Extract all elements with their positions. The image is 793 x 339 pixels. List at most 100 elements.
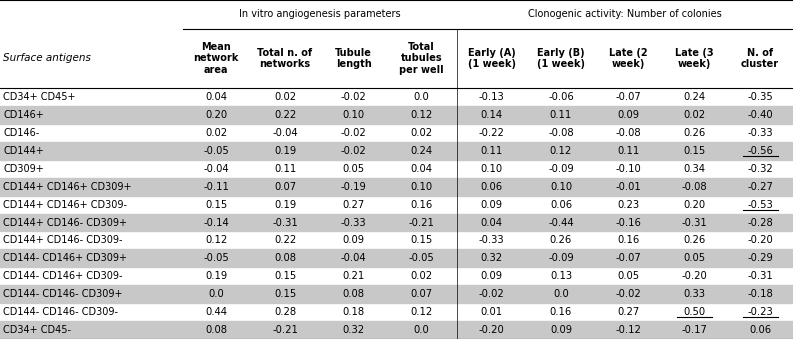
Text: Early (A)
(1 week): Early (A) (1 week)	[468, 48, 515, 69]
Text: -0.14: -0.14	[203, 218, 229, 227]
Text: -0.02: -0.02	[341, 92, 366, 102]
Text: 0.05: 0.05	[618, 271, 640, 281]
Text: 0.09: 0.09	[550, 325, 572, 335]
Text: -0.20: -0.20	[479, 325, 504, 335]
Text: 0.24: 0.24	[411, 146, 433, 156]
Bar	[0, 285, 793, 303]
Text: -0.22: -0.22	[479, 128, 504, 138]
Text: 0.06: 0.06	[749, 325, 771, 335]
Text: Early (B)
(1 week): Early (B) (1 week)	[537, 48, 585, 69]
Text: -0.20: -0.20	[681, 271, 707, 281]
Text: -0.08: -0.08	[548, 128, 574, 138]
Text: 0.15: 0.15	[274, 289, 296, 299]
Text: 0.02: 0.02	[684, 110, 706, 120]
Text: -0.13: -0.13	[479, 92, 504, 102]
Text: Total n. of
networks: Total n. of networks	[258, 48, 312, 69]
Text: -0.11: -0.11	[203, 182, 229, 192]
Text: 0.13: 0.13	[550, 271, 572, 281]
Text: 0.02: 0.02	[274, 92, 296, 102]
Text: -0.33: -0.33	[747, 128, 773, 138]
Text: -0.20: -0.20	[747, 236, 773, 245]
Text: 0.26: 0.26	[550, 236, 572, 245]
Text: 0.22: 0.22	[274, 236, 296, 245]
Text: 0.21: 0.21	[343, 271, 365, 281]
Text: -0.08: -0.08	[681, 182, 707, 192]
Bar	[0, 214, 793, 232]
Text: -0.10: -0.10	[615, 164, 642, 174]
Text: 0.32: 0.32	[343, 325, 365, 335]
Text: 0.19: 0.19	[205, 271, 227, 281]
Text: 0.15: 0.15	[684, 146, 706, 156]
Text: 0.12: 0.12	[550, 146, 572, 156]
Text: -0.05: -0.05	[203, 253, 229, 263]
Text: 0.23: 0.23	[618, 200, 640, 210]
Text: 0.05: 0.05	[684, 253, 706, 263]
Text: 0.18: 0.18	[343, 307, 365, 317]
Text: 0.06: 0.06	[550, 200, 572, 210]
Text: -0.04: -0.04	[272, 128, 298, 138]
Text: CD144- CD146- CD309+: CD144- CD146- CD309+	[3, 289, 123, 299]
Text: -0.09: -0.09	[548, 164, 574, 174]
Text: -0.04: -0.04	[203, 164, 229, 174]
Text: -0.21: -0.21	[408, 218, 435, 227]
Text: -0.07: -0.07	[615, 253, 642, 263]
Text: 0.12: 0.12	[411, 307, 433, 317]
Text: -0.33: -0.33	[341, 218, 366, 227]
Text: 0.32: 0.32	[481, 253, 503, 263]
Text: CD144+ CD146+ CD309+: CD144+ CD146+ CD309+	[3, 182, 132, 192]
Text: CD144+ CD146+ CD309-: CD144+ CD146+ CD309-	[3, 200, 127, 210]
Text: 0.20: 0.20	[684, 200, 706, 210]
Text: -0.44: -0.44	[548, 218, 574, 227]
Bar	[0, 106, 793, 124]
Text: -0.40: -0.40	[747, 110, 773, 120]
Text: Clonogenic activity: Number of colonies: Clonogenic activity: Number of colonies	[528, 9, 722, 19]
Text: 0.12: 0.12	[205, 236, 227, 245]
Text: 0.02: 0.02	[411, 128, 433, 138]
Text: 0.10: 0.10	[550, 182, 572, 192]
Text: 0.24: 0.24	[684, 92, 706, 102]
Text: CD34+ CD45-: CD34+ CD45-	[3, 325, 71, 335]
Text: 0.27: 0.27	[343, 200, 365, 210]
Text: -0.23: -0.23	[747, 307, 773, 317]
Text: -0.32: -0.32	[747, 164, 773, 174]
Text: -0.07: -0.07	[615, 92, 642, 102]
Text: CD144- CD146+ CD309-: CD144- CD146+ CD309-	[3, 271, 123, 281]
Text: -0.01: -0.01	[615, 182, 642, 192]
Text: -0.19: -0.19	[341, 182, 366, 192]
Text: CD144- CD146- CD309-: CD144- CD146- CD309-	[3, 307, 118, 317]
Text: 0.09: 0.09	[618, 110, 640, 120]
Text: -0.31: -0.31	[272, 218, 298, 227]
Text: 0.04: 0.04	[481, 218, 503, 227]
Text: N. of
cluster: N. of cluster	[741, 48, 780, 69]
Bar	[0, 178, 793, 196]
Text: Late (3
week): Late (3 week)	[675, 48, 714, 69]
Text: -0.31: -0.31	[681, 218, 707, 227]
Text: 0.08: 0.08	[205, 325, 227, 335]
Text: 0.02: 0.02	[411, 271, 433, 281]
Text: 0.20: 0.20	[205, 110, 227, 120]
Text: 0.50: 0.50	[684, 307, 706, 317]
Text: CD144+ CD146- CD309-: CD144+ CD146- CD309-	[3, 236, 123, 245]
Text: 0.15: 0.15	[274, 271, 296, 281]
Text: 0.09: 0.09	[481, 200, 503, 210]
Text: -0.09: -0.09	[548, 253, 574, 263]
Text: 0.15: 0.15	[411, 236, 433, 245]
Text: -0.53: -0.53	[747, 200, 773, 210]
Text: 0.05: 0.05	[343, 164, 365, 174]
Text: Surface antigens: Surface antigens	[3, 54, 91, 63]
Text: 0.0: 0.0	[414, 92, 430, 102]
Text: 0.0: 0.0	[553, 289, 569, 299]
Text: In vitro angiogenesis parameters: In vitro angiogenesis parameters	[239, 9, 400, 19]
Text: -0.02: -0.02	[341, 146, 366, 156]
Text: 0.11: 0.11	[481, 146, 503, 156]
Text: -0.05: -0.05	[408, 253, 435, 263]
Text: 0.07: 0.07	[411, 289, 433, 299]
Text: -0.05: -0.05	[203, 146, 229, 156]
Text: -0.17: -0.17	[681, 325, 707, 335]
Text: -0.12: -0.12	[615, 325, 642, 335]
Text: 0.27: 0.27	[618, 307, 640, 317]
Text: -0.18: -0.18	[747, 289, 773, 299]
Text: 0.06: 0.06	[481, 182, 503, 192]
Text: 0.10: 0.10	[481, 164, 503, 174]
Text: 0.19: 0.19	[274, 200, 296, 210]
